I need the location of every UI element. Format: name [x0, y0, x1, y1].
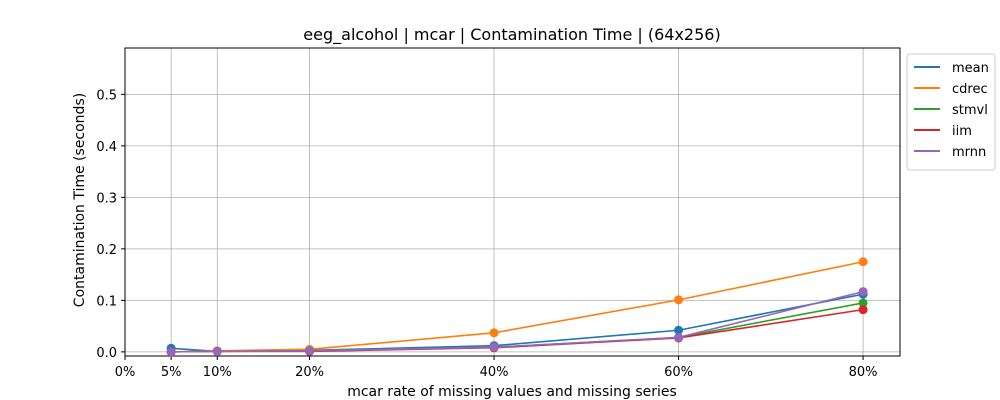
grid [124, 48, 900, 356]
series-line-mrnn [171, 290, 864, 353]
x-axis: 0% 5% 10% 20% 40% 60% 80% [115, 356, 878, 380]
x-tick-label: 0% [115, 365, 136, 380]
x-tick-label: 5% [161, 365, 182, 380]
legend-label: iim [952, 124, 972, 139]
legend: mean cdrec stmvl iim mrnn [906, 53, 996, 171]
y-tick-label: 0.3 [96, 191, 117, 206]
y-tick-label: 0.1 [96, 294, 117, 309]
legend-item-cdrec: cdrec [914, 82, 988, 97]
legend-label: mean [952, 61, 989, 76]
y-axis-label: Contamination Time (seconds) [72, 93, 88, 307]
y-axis: 0.0 0.1 0.2 0.3 0.4 0.5 [96, 88, 125, 361]
legend-item-stmvl: stmvl [914, 103, 988, 118]
x-axis-label: mcar rate of missing values and missing … [347, 384, 677, 400]
x-tick-label: 40% [480, 365, 509, 380]
y-tick-label: 0.2 [96, 243, 117, 258]
data-point-cdrec [674, 295, 684, 305]
legend-label: stmvl [952, 103, 988, 118]
data-point-stmvl [858, 298, 868, 308]
data-point-cdrec [489, 328, 499, 338]
legend-label: mrnn [952, 145, 986, 160]
data-point-mrnn [489, 342, 499, 352]
data-point-iim [858, 305, 868, 315]
legend-item-mean: mean [914, 61, 989, 76]
series-mrnn [166, 287, 868, 357]
x-tick-label: 20% [295, 365, 324, 380]
legend-label: cdrec [952, 82, 988, 97]
data-point-mrnn [166, 347, 176, 357]
legend-box [906, 53, 996, 171]
data-point-mrnn [212, 346, 222, 356]
data-point-mrnn [674, 332, 684, 342]
x-tick-label: 10% [203, 365, 232, 380]
data-point-cdrec [858, 257, 868, 267]
series-group [166, 257, 868, 357]
data-point-mean [674, 325, 684, 335]
chart-title: eeg_alcohol | mcar | Contamination Time … [303, 25, 720, 45]
data-point-mrnn [858, 287, 868, 297]
x-tick-label: 60% [664, 365, 693, 380]
y-tick-label: 0.0 [96, 346, 117, 361]
legend-item-mrnn: mrnn [914, 145, 986, 160]
x-tick-label: 80% [849, 365, 878, 380]
data-point-mrnn [305, 346, 315, 356]
y-tick-label: 0.4 [96, 140, 117, 155]
plot-frame [124, 47, 901, 357]
legend-item-iim: iim [914, 124, 972, 139]
y-tick-label: 0.5 [96, 88, 117, 103]
